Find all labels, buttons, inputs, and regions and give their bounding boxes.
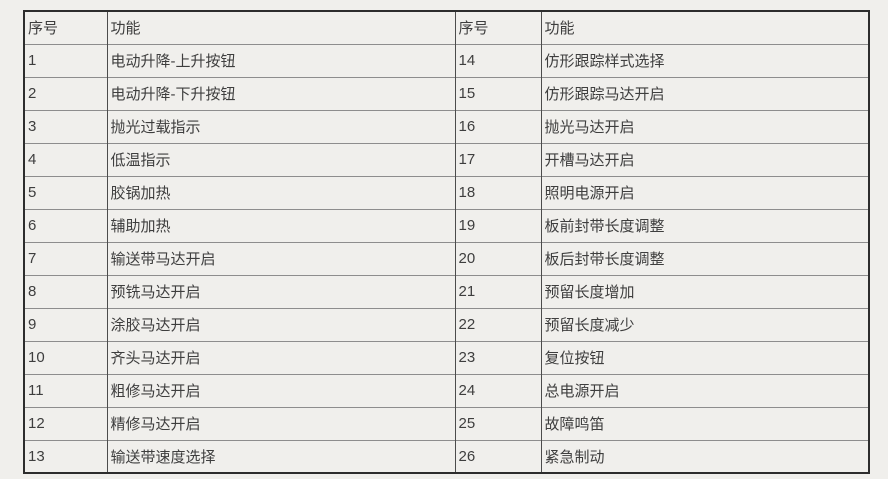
row-no: 16 <box>454 109 541 143</box>
row-no: 7 <box>24 241 107 275</box>
table-row: 1 电动升降-上升按钮 14 仿形跟踪样式选择 <box>24 43 869 77</box>
row-func: 胶锅加热 <box>106 175 455 209</box>
row-func: 输送带速度选择 <box>106 439 455 473</box>
row-func: 仿形跟踪马达开启 <box>540 76 869 110</box>
table-row: 9 涂胶马达开启 22 预留长度减少 <box>24 307 869 341</box>
row-no: 17 <box>454 142 541 176</box>
row-no: 25 <box>454 406 541 440</box>
row-no: 12 <box>24 406 107 440</box>
row-no: 6 <box>24 208 107 242</box>
row-func: 板前封带长度调整 <box>540 208 869 242</box>
row-func: 辅助加热 <box>106 208 455 242</box>
table-row: 4 低温指示 17 开槽马达开启 <box>24 142 869 176</box>
table-row: 8 预铣马达开启 21 预留长度增加 <box>24 274 869 308</box>
row-no: 14 <box>454 43 541 77</box>
row-func: 开槽马达开启 <box>540 142 869 176</box>
table-row: 12 精修马达开启 25 故障鸣笛 <box>24 406 869 440</box>
row-func: 抛光过载指示 <box>106 109 455 143</box>
table-row: 10 齐头马达开启 23 复位按钮 <box>24 340 869 374</box>
row-func: 涂胶马达开启 <box>106 307 455 341</box>
row-no: 23 <box>454 340 541 374</box>
row-no: 5 <box>24 175 107 209</box>
header-no-left: 序号 <box>28 20 59 38</box>
row-no: 20 <box>454 241 541 275</box>
table-row: 7 输送带马达开启 20 板后封带长度调整 <box>24 241 869 275</box>
row-func: 预留长度增加 <box>540 274 869 308</box>
row-func: 预铣马达开启 <box>106 274 455 308</box>
table-header-row: 序号 功能 序号 功能 <box>24 11 869 44</box>
row-func: 紧急制动 <box>540 439 869 473</box>
function-table-container: 序号 功能 序号 功能 1 电动升降-上升按钮 14 仿形跟踪样式选择 2 电动… <box>23 10 870 474</box>
row-no: 21 <box>454 274 541 308</box>
row-no: 11 <box>24 373 107 407</box>
row-no: 22 <box>454 307 541 341</box>
table-row: 13 输送带速度选择 26 紧急制动 <box>24 439 869 473</box>
header-no-right: 序号 <box>454 11 541 44</box>
row-func: 预留长度减少 <box>540 307 869 341</box>
row-func: 精修马达开启 <box>106 406 455 440</box>
row-no: 1 <box>24 43 107 77</box>
row-no: 2 <box>24 76 107 110</box>
row-no: 9 <box>24 307 107 341</box>
row-func: 复位按钮 <box>540 340 869 374</box>
row-func: 齐头马达开启 <box>106 340 455 374</box>
row-no: 18 <box>454 175 541 209</box>
row-func: 总电源开启 <box>540 373 869 407</box>
table-row: 3 抛光过载指示 16 抛光马达开启 <box>24 109 869 143</box>
row-no: 4 <box>24 142 107 176</box>
row-func: 输送带马达开启 <box>106 241 455 275</box>
row-func: 粗修马达开启 <box>106 373 455 407</box>
table-row: 5 胶锅加热 18 照明电源开启 <box>24 175 869 209</box>
row-func: 照明电源开启 <box>540 175 869 209</box>
row-no: 8 <box>24 274 107 308</box>
row-no: 10 <box>24 340 107 374</box>
table-row: 11 粗修马达开启 24 总电源开启 <box>24 373 869 407</box>
row-no: 24 <box>454 373 541 407</box>
row-no: 26 <box>454 439 541 473</box>
header-func-left: 功能 <box>106 11 455 44</box>
row-func: 故障鸣笛 <box>540 406 869 440</box>
row-func: 低温指示 <box>106 142 455 176</box>
table-row: 2 电动升降-下升按钮 15 仿形跟踪马达开启 <box>24 76 869 110</box>
table-row: 6 辅助加热 19 板前封带长度调整 <box>24 208 869 242</box>
row-no: 15 <box>454 76 541 110</box>
function-table: 序号 功能 序号 功能 1 电动升降-上升按钮 14 仿形跟踪样式选择 2 电动… <box>23 10 870 474</box>
row-func: 电动升降-上升按钮 <box>106 43 455 77</box>
header-func-right: 功能 <box>540 11 869 44</box>
row-func: 抛光马达开启 <box>540 109 869 143</box>
row-no: 13 <box>24 439 107 473</box>
row-func: 电动升降-下升按钮 <box>106 76 455 110</box>
row-func: 仿形跟踪样式选择 <box>540 43 869 77</box>
row-no: 3 <box>24 109 107 143</box>
row-func: 板后封带长度调整 <box>540 241 869 275</box>
row-no: 19 <box>454 208 541 242</box>
